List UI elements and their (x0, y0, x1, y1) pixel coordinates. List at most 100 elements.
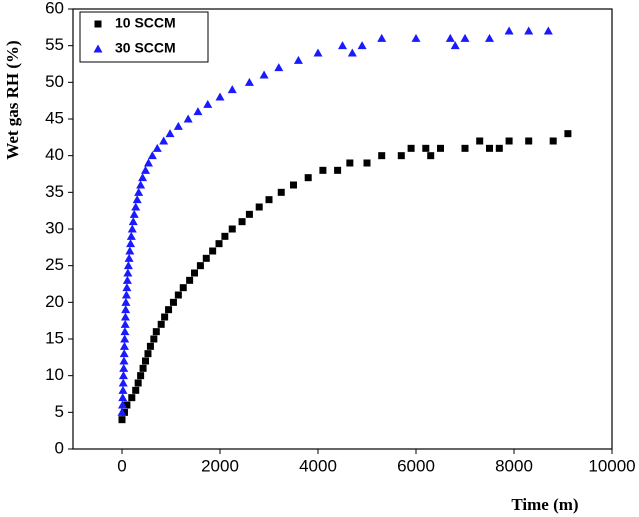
data-point (245, 210, 253, 218)
y-tick-label: 55 (45, 35, 64, 54)
data-point (119, 341, 129, 350)
data-point (138, 173, 148, 182)
data-point (121, 305, 131, 314)
data-point (119, 363, 129, 372)
data-point (377, 33, 387, 42)
y-tick-label: 40 (45, 145, 64, 164)
legend-label: 10 SCCM (115, 15, 176, 31)
data-point (460, 33, 470, 42)
data-point (117, 407, 127, 416)
data-point (196, 262, 204, 270)
data-point (215, 240, 223, 248)
data-point (504, 26, 514, 35)
x-tick-label: 8000 (495, 456, 533, 475)
x-tick-label: 4000 (299, 456, 337, 475)
x-axis-label: Time (m) (511, 495, 578, 514)
y-axis-label: Wet gas RH (%) (3, 40, 22, 159)
data-point (93, 44, 103, 53)
data-point (94, 20, 102, 28)
data-point (157, 320, 165, 328)
data-point (122, 275, 132, 284)
data-point (319, 166, 327, 174)
data-point (165, 129, 175, 138)
data-point (174, 291, 182, 299)
data-point (121, 290, 131, 299)
data-point (119, 349, 129, 358)
data-point (134, 379, 142, 387)
data-point (422, 144, 430, 152)
data-point (127, 224, 137, 233)
data-point (134, 187, 144, 196)
data-point (143, 158, 153, 167)
data-point (564, 130, 572, 138)
data-point (124, 253, 134, 262)
data-point (427, 152, 435, 160)
data-point (209, 247, 217, 255)
data-point (437, 144, 444, 152)
y-tick-label: 45 (45, 108, 64, 127)
data-point (125, 246, 135, 255)
y-tick-label: 10 (45, 365, 64, 384)
y-tick-label: 60 (45, 0, 64, 17)
data-point (147, 151, 157, 160)
data-point (191, 269, 199, 277)
data-point (411, 33, 421, 42)
x-tick-label: 0 (117, 456, 126, 475)
data-point (524, 26, 534, 35)
data-point (347, 48, 357, 57)
data-point (445, 33, 455, 42)
data-point (549, 137, 557, 145)
data-point (161, 313, 169, 321)
data-point (118, 385, 128, 394)
data-point (228, 225, 236, 233)
data-point (255, 203, 263, 211)
data-point (290, 181, 297, 189)
data-point (150, 335, 158, 343)
data-point (363, 159, 371, 167)
data-point (120, 334, 130, 343)
data-point (173, 121, 183, 130)
data-point (203, 99, 213, 108)
data-point (123, 268, 133, 277)
data-point (338, 41, 347, 50)
data-point (120, 327, 130, 336)
y-tick-label: 15 (45, 328, 64, 347)
data-point (461, 144, 469, 152)
y-tick-label: 35 (45, 182, 64, 201)
data-point (476, 137, 484, 145)
data-point (505, 137, 513, 145)
data-point (378, 152, 386, 160)
data-point (128, 394, 136, 402)
data-point (525, 137, 533, 145)
data-point (357, 41, 367, 50)
data-point (277, 188, 285, 196)
data-point (144, 350, 152, 358)
y-tick-label: 30 (45, 218, 64, 237)
legend (79, 11, 209, 63)
data-point (159, 136, 169, 145)
x-tick-label: 6000 (397, 456, 435, 475)
data-point (495, 144, 503, 152)
data-point (183, 114, 193, 123)
x-tick-label: 2000 (201, 456, 239, 475)
data-point (141, 165, 151, 174)
data-point (117, 400, 127, 409)
data-point (132, 195, 142, 204)
data-point (304, 174, 312, 182)
data-point (139, 364, 147, 372)
data-point (126, 231, 136, 240)
data-point (259, 70, 269, 79)
data-point (221, 232, 229, 240)
data-point (169, 298, 177, 306)
data-point (227, 85, 237, 94)
data-point (136, 180, 146, 189)
data-point (238, 218, 246, 226)
data-point (313, 48, 323, 57)
data-point (407, 144, 415, 152)
data-point (244, 77, 254, 86)
data-point (450, 41, 460, 50)
data-point (131, 202, 141, 211)
data-point (215, 92, 225, 101)
data-point (397, 152, 405, 160)
data-point (152, 328, 160, 336)
